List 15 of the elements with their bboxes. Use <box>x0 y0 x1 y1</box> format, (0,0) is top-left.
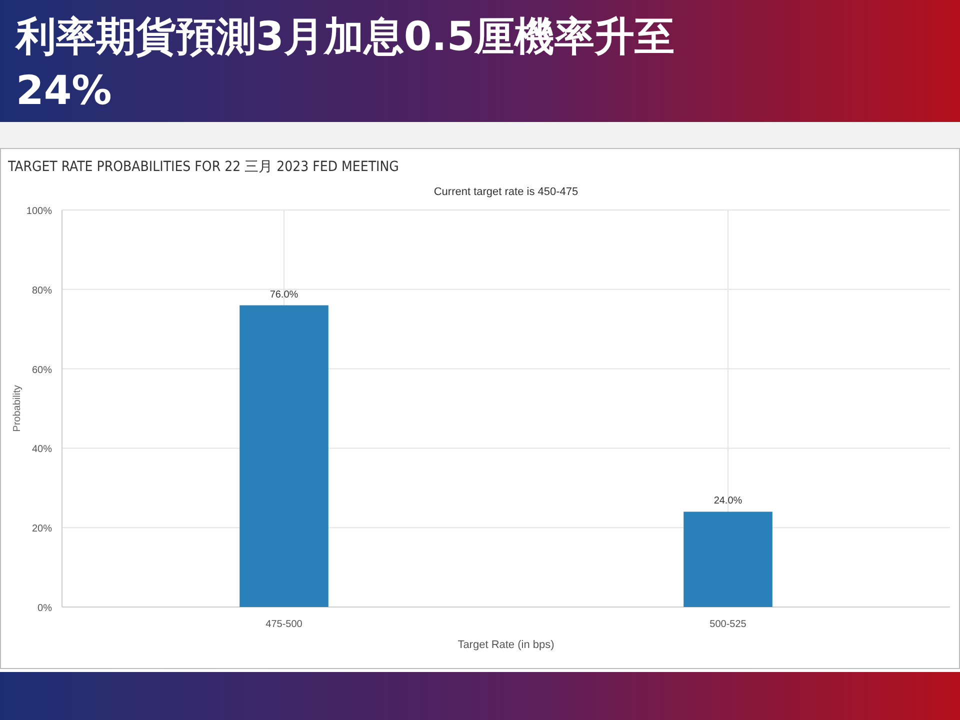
y-axis-title: Probability <box>12 385 23 432</box>
y-tick-label: 100% <box>26 206 52 217</box>
text: Current target rate is 450-475 <box>434 186 578 198</box>
data-label: 76.0% <box>270 289 298 300</box>
y-tick-label: 60% <box>32 364 52 376</box>
y-tick-label: 0% <box>38 603 52 614</box>
x-tick-label: 500-525 <box>710 619 747 630</box>
chart-subtitle: TARGET RATE PROBABILITIES FOR 22 三月 2023 FED MEETING <box>7 159 399 175</box>
data-label: 24.0% <box>714 496 742 507</box>
x-tick-label: 475-500 <box>266 619 303 630</box>
y-tick-label: 20% <box>32 524 52 535</box>
x-axis-title: Target Rate (in bps) <box>458 639 554 651</box>
chart-title: 利率期貨預測3月加息0.5厘機率升至24% <box>14 14 675 114</box>
y-tick-label: 40% <box>32 444 52 456</box>
y-tick-label: 80% <box>32 285 52 296</box>
